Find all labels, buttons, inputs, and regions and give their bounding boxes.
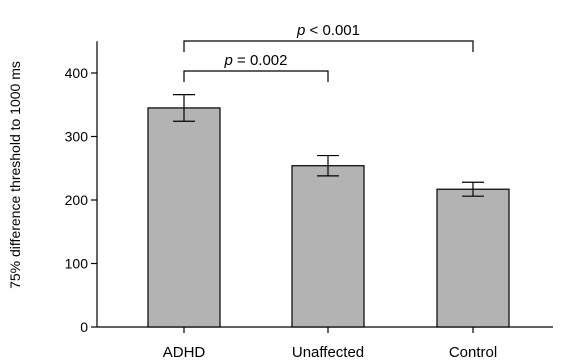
y-axis-label: 75% difference threshold to 1000 ms [7,61,23,289]
y-ticks: 0 100 200 300 400 [65,65,97,335]
significance-brackets: p = 0.002 p < 0.001 [183,22,474,82]
bar [291,165,365,328]
p-value-label: p = 0.002 [224,52,288,69]
y-tick-label: 100 [65,256,89,272]
y-tick-label: 200 [65,192,89,208]
category-label: ADHD [163,344,206,361]
bar [436,188,510,328]
y-tick-label: 400 [65,65,89,81]
significance-bracket [183,40,474,52]
y-tick-label: 0 [80,319,88,335]
category-labels: ADHD Unaffected Control [163,327,497,361]
category-label: Control [449,344,497,361]
significance-bracket [183,70,329,82]
category-label: Unaffected [292,344,364,361]
bar [147,107,221,328]
y-tick-label: 300 [65,129,89,145]
bars [147,93,510,328]
p-value-label: p < 0.001 [296,22,360,39]
